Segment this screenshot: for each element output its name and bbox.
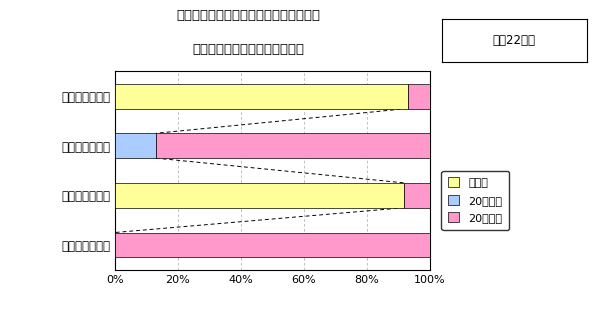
Bar <box>115 183 404 208</box>
Legend: 妊産婦, 20歳未満, 20歳以上: 妊産婦, 20歳未満, 20歳以上 <box>442 171 509 230</box>
Text: 被指導延人員数の対象者別割合: 被指導延人員数の対象者別割合 <box>192 43 304 56</box>
Text: 平成22年度: 平成22年度 <box>492 34 536 47</box>
Bar <box>115 232 430 257</box>
Bar <box>408 84 430 108</box>
Bar <box>115 84 408 108</box>
Bar <box>115 133 156 158</box>
Text: 保健所及び市町村が実施した禁煙指導の: 保健所及び市町村が実施した禁煙指導の <box>176 9 320 22</box>
Bar <box>404 183 430 208</box>
Bar <box>156 133 430 158</box>
